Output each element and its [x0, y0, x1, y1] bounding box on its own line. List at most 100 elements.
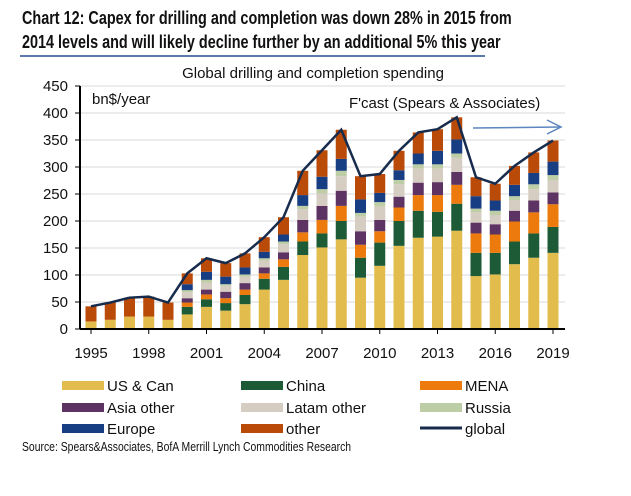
- bar-segment-russia: [374, 202, 386, 207]
- bar-segment-russia: [470, 208, 482, 213]
- bar-segment-asia-other: [412, 182, 424, 196]
- bar-segment-russia: [220, 284, 232, 286]
- bar-segment-china: [181, 306, 193, 315]
- bar-segment-asia-other: [258, 267, 270, 274]
- bar-segment-china: [278, 266, 289, 280]
- bar-segment-mena: [432, 195, 443, 212]
- bar-segment-europe: [547, 161, 559, 176]
- y-tick-label: 0: [60, 321, 68, 338]
- bar-segment-us-can: [335, 239, 347, 329]
- legend-item: MENA: [420, 378, 508, 395]
- legend-swatch: [241, 381, 283, 390]
- legend-item: Europe: [62, 421, 155, 438]
- bar-segment-other: [104, 302, 116, 320]
- bar-segment-china: [374, 242, 386, 266]
- x-tick-label: 2013: [421, 345, 454, 362]
- bar-segment-latam-other: [547, 179, 559, 193]
- bar-segment-us-can: [470, 276, 482, 329]
- bar-segment-europe: [412, 153, 424, 165]
- bar-segment-china: [547, 226, 559, 253]
- bar-segment-latam-other: [470, 212, 482, 223]
- bar-segment-other: [181, 273, 193, 285]
- x-tick-label: 2001: [190, 345, 223, 362]
- bar-segment-other: [412, 132, 424, 154]
- legend-item: China: [241, 378, 326, 395]
- bar-segment-us-can: [181, 314, 193, 329]
- bar-segment-russia: [432, 164, 443, 169]
- bar-segment-mena: [297, 232, 309, 242]
- bar-segment-asia-other: [374, 219, 386, 232]
- legend-line-swatch: [420, 426, 462, 430]
- bar-segment-mena: [201, 294, 212, 300]
- bar-segment-china: [451, 203, 463, 231]
- bar-segment-other: [489, 183, 501, 201]
- bar-segment-russia: [528, 184, 540, 190]
- bar-segment-europe: [278, 234, 289, 242]
- bar-segment-us-can: [393, 245, 405, 329]
- bar-segment-other: [355, 176, 366, 200]
- bar-segment-mena: [470, 233, 482, 253]
- legend-label: MENA: [465, 378, 508, 395]
- bar-segment-us-can: [201, 306, 212, 329]
- bar-segment-china: [239, 294, 251, 305]
- bar-segment-russia: [297, 205, 309, 210]
- bar-segment-europe: [335, 158, 347, 171]
- bar-segment-latam-other: [528, 189, 540, 201]
- bar-segment-latam-other: [316, 193, 328, 206]
- bar-segment-latam-other: [278, 244, 289, 253]
- bar-segment-mena: [547, 204, 559, 227]
- legend-label: China: [286, 378, 326, 395]
- bar-segment-asia-other: [201, 289, 212, 295]
- forecast-arrow: [472, 119, 563, 135]
- legend-label: other: [286, 421, 320, 438]
- bar-segment-europe: [393, 170, 405, 180]
- bar-segment-mena: [220, 298, 232, 304]
- bar-segment-europe: [451, 139, 463, 154]
- bar-segment-other: [239, 253, 251, 268]
- bar-segment-mena: [509, 221, 520, 242]
- bar-segment-russia: [393, 179, 405, 185]
- bar-segment-asia-other: [432, 182, 443, 196]
- bar-segment-other: [162, 302, 174, 320]
- x-tick-label: 2007: [305, 345, 338, 362]
- bar-segment-other: [201, 258, 212, 272]
- bar-segment-russia: [451, 153, 463, 158]
- bar-segment-europe: [509, 184, 520, 197]
- bar-segment-latam-other: [181, 292, 193, 299]
- legend-swatch: [62, 381, 104, 390]
- bar-segment-russia: [547, 175, 559, 180]
- x-tick-label: 1998: [132, 345, 165, 362]
- bar-segment-europe: [201, 271, 212, 280]
- bar-segment-other: [451, 117, 463, 140]
- x-tick-label: 2016: [479, 345, 512, 362]
- bar-segment-mena: [181, 302, 193, 307]
- bar-segment-us-can: [509, 264, 520, 329]
- bar-segment-russia: [355, 212, 366, 217]
- bar-segment-china: [489, 252, 501, 275]
- bar-segment-china: [355, 257, 366, 278]
- legend-swatch: [62, 403, 104, 412]
- bar-segment-us-can: [258, 289, 270, 329]
- bar-segment-russia: [316, 189, 328, 194]
- bar-segment-asia-other: [509, 210, 520, 222]
- bar-segment-latam-other: [220, 285, 232, 292]
- bar-segment-asia-other: [547, 192, 559, 205]
- legend-label: Russia: [465, 400, 512, 417]
- arrow-head: [546, 119, 563, 135]
- legend-item: US & Can: [62, 378, 174, 395]
- bar-segment-russia: [181, 290, 193, 293]
- bar-segment-asia-other: [278, 252, 289, 260]
- bar-segment-europe: [470, 196, 482, 209]
- bar-segment-asia-other: [489, 224, 501, 235]
- bar-segment-asia-other: [451, 171, 463, 185]
- bar-segment-us-can: [355, 277, 366, 329]
- bar-segment-other: [258, 237, 270, 252]
- bar-segment-us-can: [297, 255, 309, 329]
- bar-segment-latam-other: [258, 260, 270, 268]
- bar-segment-us-can: [547, 252, 559, 329]
- bar-segment-latam-other: [355, 216, 366, 232]
- legend-item: other: [241, 421, 320, 438]
- bar-segment-latam-other: [451, 157, 463, 172]
- bar-segment-europe: [432, 150, 443, 165]
